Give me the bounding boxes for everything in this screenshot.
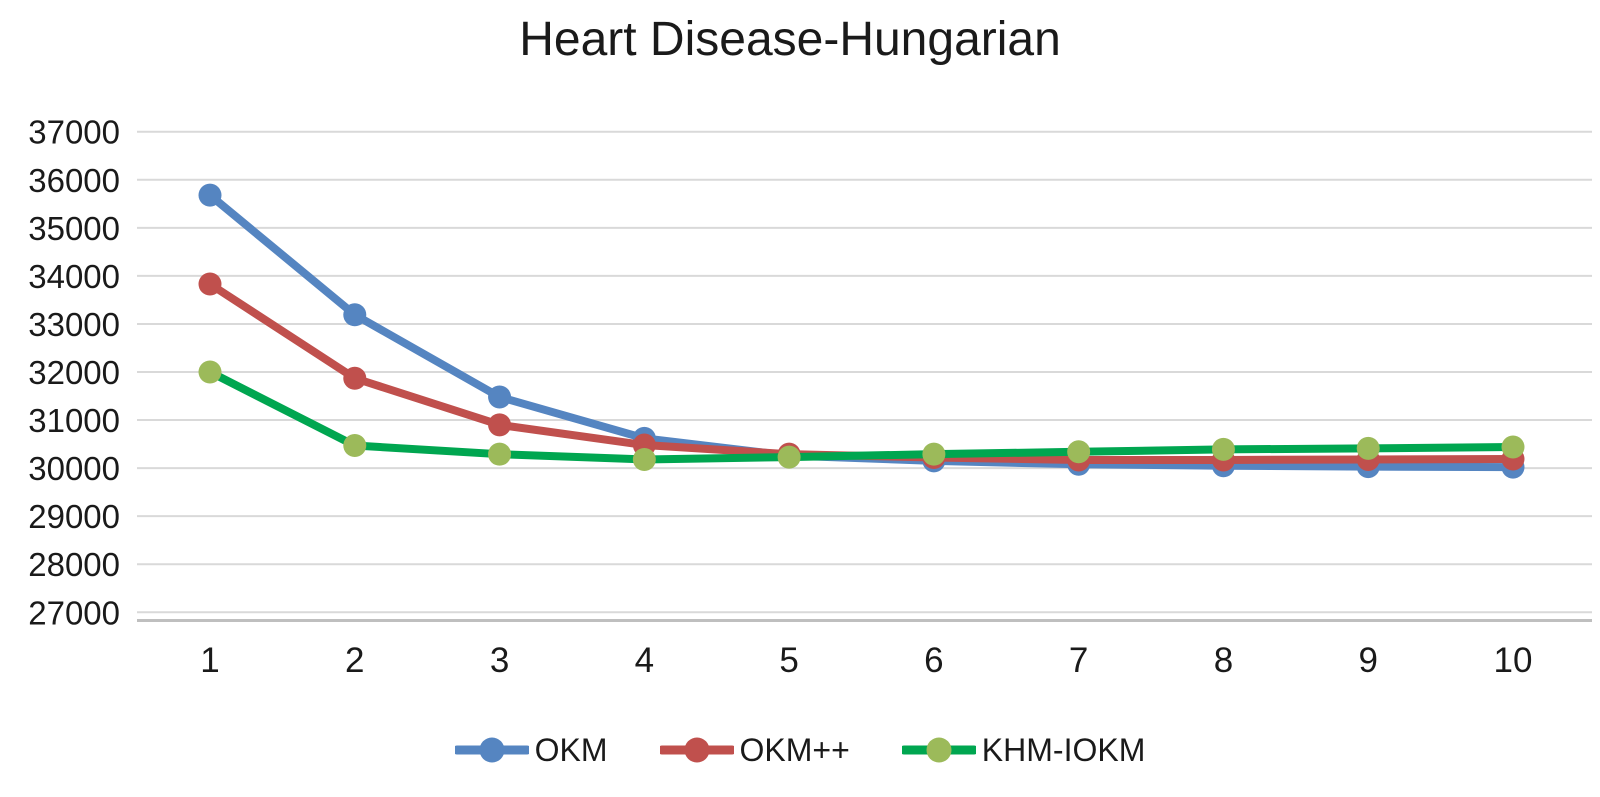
legend-item-okm: OKM++ [659,731,850,769]
y-axis-label: 28000 [28,546,120,583]
x-axis-label: 2 [345,641,364,680]
data-point-okm-x1 [198,272,222,296]
y-axis-label: 33000 [28,306,120,343]
legend-marker-icon [454,737,529,763]
x-axis-label: 8 [1214,641,1233,680]
data-point-okm-x3 [488,413,512,437]
y-axis-label: 30000 [28,450,120,487]
y-axis-label: 29000 [28,498,120,535]
data-point-khm-iokm-x7 [1067,440,1091,464]
legend-label: KHM-IOKM [981,731,1146,768]
legend: OKM OKM++ KHM-IOKM [0,722,1600,778]
data-point-khm-iokm-x3 [488,442,512,466]
y-axis-label: 34000 [28,258,120,295]
y-axis-label: 37000 [28,114,120,151]
data-point-khm-iokm-x10 [1501,435,1525,459]
legend-marker-icon [659,737,734,763]
x-axis-label: 5 [779,641,798,680]
y-axis-label: 35000 [28,210,120,247]
legend-item-khm-iokm: KHM-IOKM [901,731,1146,769]
x-axis-label: 7 [1069,641,1088,680]
y-axis-label: 31000 [28,402,120,439]
legend-label: OKM++ [739,731,850,768]
y-axis-label: 36000 [28,162,120,199]
x-axis-label: 1 [200,641,219,680]
data-point-khm-iokm-x5 [777,445,801,469]
data-point-khm-iokm-x4 [632,447,656,471]
data-point-khm-iokm-x1 [198,360,222,384]
y-axis-label: 27000 [28,594,120,631]
x-axis-label: 10 [1494,641,1533,680]
data-point-khm-iokm-x8 [1211,437,1235,461]
data-point-okm-x2 [343,366,367,390]
data-point-khm-iokm-x9 [1356,436,1380,460]
data-point-okm-x2 [343,303,367,327]
series-line-okm [206,191,1517,472]
x-axis-label: 9 [1358,641,1377,680]
data-point-khm-iokm-x6 [922,442,946,466]
data-point-okm-x1 [198,183,222,207]
legend-item-okm: OKM [454,731,608,769]
chart-title: Heart Disease-Hungarian [519,13,1061,66]
data-point-okm-x3 [488,385,512,409]
x-axis-label: 4 [635,641,654,680]
series-line-khm-iokm [206,368,1517,464]
legend-marker-icon [901,737,976,763]
legend-label: OKM [534,731,608,768]
x-axis-label: 6 [924,641,943,680]
x-axis-label: 3 [490,641,509,680]
y-axis-label: 32000 [28,354,120,391]
data-point-khm-iokm-x2 [343,434,367,458]
